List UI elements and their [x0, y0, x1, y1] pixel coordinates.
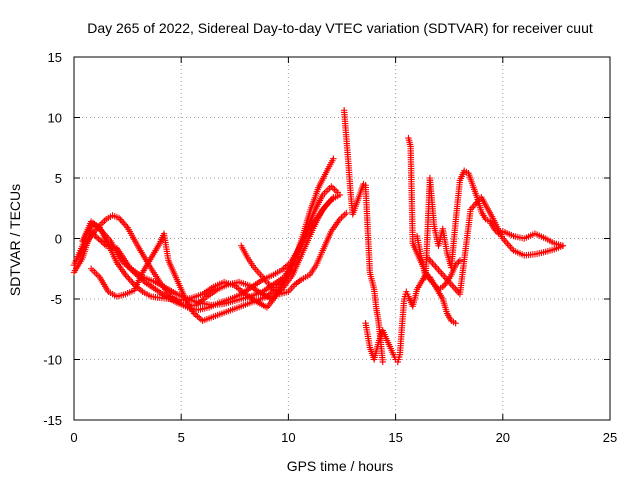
data-point: [343, 209, 350, 217]
axis-ticks: 0 5 10 15 20 25 -15 -10 -5 0 5 10 15: [43, 50, 617, 445]
y-tick-label: 10: [48, 111, 62, 126]
data-point: [93, 234, 101, 241]
data-point: [132, 270, 139, 277]
data-point: [95, 235, 102, 243]
y-tick-label: 5: [55, 171, 62, 186]
data-points: [70, 107, 567, 366]
data-point: [452, 320, 459, 327]
x-tick-label: 25: [603, 430, 617, 445]
gridlines: [74, 57, 610, 420]
data-point: [330, 155, 337, 162]
x-tick-label: 15: [388, 430, 402, 445]
data-point: [330, 194, 337, 201]
data-point: [336, 191, 344, 199]
data-point: [559, 242, 567, 249]
y-tick-label: -10: [43, 353, 62, 368]
x-tick-label: 10: [281, 430, 295, 445]
data-point: [379, 358, 386, 366]
series-arc-11: [424, 194, 567, 298]
y-tick-label: 15: [48, 50, 62, 65]
data-point: [98, 238, 105, 245]
y-tick-label: -15: [43, 413, 62, 428]
x-tick-label: 20: [496, 430, 510, 445]
y-axis-label: SDTVAR / TECUs: [7, 184, 23, 296]
y-tick-label: 0: [55, 232, 62, 247]
data-point: [289, 266, 296, 274]
series-arc-5: [87, 230, 296, 324]
data-point: [133, 271, 141, 279]
data-point: [456, 257, 464, 264]
x-tick-label: 5: [178, 430, 185, 445]
x-axis-label: GPS time / hours: [287, 458, 394, 474]
data-point: [96, 237, 104, 244]
y-tick-label: -5: [50, 292, 62, 307]
data-point: [130, 269, 138, 276]
x-tick-label: 0: [70, 430, 77, 445]
series-arc-7: [340, 107, 386, 366]
chart-title: Day 265 of 2022, Sidereal Day-to-day VTE…: [87, 20, 593, 36]
series-arc-8: [362, 271, 459, 366]
series-arc-6: [238, 209, 350, 298]
